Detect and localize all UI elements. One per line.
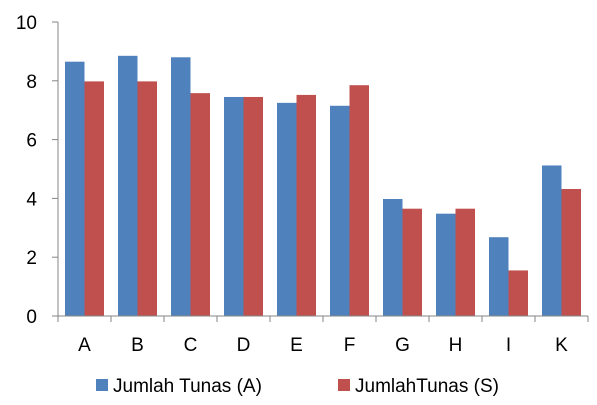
bar-2-a: [84, 81, 104, 316]
bar-2-d: [243, 96, 263, 316]
x-tick-label: G: [395, 335, 410, 356]
legend-swatch-2: [338, 379, 350, 391]
bar-2-e: [296, 94, 316, 316]
bar-2-k: [561, 188, 581, 316]
bar-2-h: [455, 208, 475, 316]
bar-1-b: [118, 55, 138, 317]
bar-2-b: [137, 81, 157, 316]
y-tick-label: 2: [26, 248, 37, 269]
y-tick-label: 0: [26, 307, 37, 328]
x-tick-label: A: [78, 335, 91, 356]
y-tick-label: 4: [26, 189, 37, 210]
x-tick-label: D: [237, 335, 251, 356]
y-tick-label: 10: [16, 13, 37, 34]
bar-2-f: [349, 85, 369, 317]
x-tick-label: F: [344, 335, 356, 356]
bar-1-c: [171, 57, 191, 316]
bar-1-d: [224, 96, 244, 316]
bar-2-i: [508, 270, 528, 316]
bar-1-h: [436, 213, 456, 316]
bar-2-g: [402, 208, 422, 316]
bar-1-k: [542, 165, 562, 316]
x-tick-label: K: [555, 335, 568, 356]
y-tick-label: 6: [26, 131, 37, 152]
y-tick-label: 8: [26, 72, 37, 93]
x-tick-label: I: [506, 335, 511, 356]
legend-swatch-1: [96, 379, 108, 391]
bars-group: [65, 55, 581, 317]
bar-1-a: [65, 61, 85, 316]
bar-1-i: [489, 237, 509, 316]
bar-1-e: [277, 102, 297, 316]
x-tick-label: B: [131, 335, 144, 356]
x-tick-label: H: [449, 335, 463, 356]
bar-1-g: [383, 198, 403, 316]
x-tick-label: C: [184, 335, 198, 356]
bar-2-c: [190, 93, 210, 316]
x-tick-label: E: [290, 335, 303, 356]
bar-1-f: [330, 105, 350, 316]
axes-group: 0 2 4 6 8 10 A B C D E F G H I K: [16, 13, 589, 356]
legend-label-2: JumlahTunas (S): [355, 376, 499, 397]
legend: Jumlah Tunas (A) JumlahTunas (S): [96, 376, 499, 397]
legend-label-1: Jumlah Tunas (A): [113, 376, 262, 397]
